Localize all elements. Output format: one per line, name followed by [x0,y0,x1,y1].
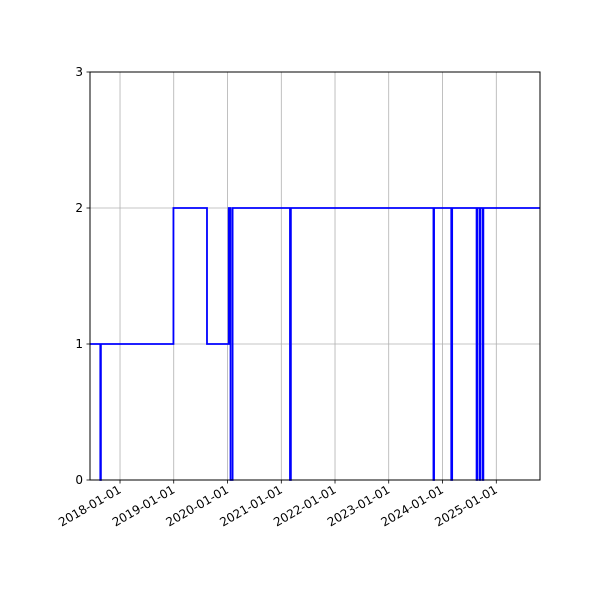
plot-frame [89,71,541,481]
y-tick-label: 0 [75,473,83,487]
y-tick-label: 2 [75,201,83,215]
y-axis: 0 1 2 3 [75,65,90,487]
y-tick-label: 1 [75,337,83,351]
y-tick-label: 3 [75,65,83,79]
